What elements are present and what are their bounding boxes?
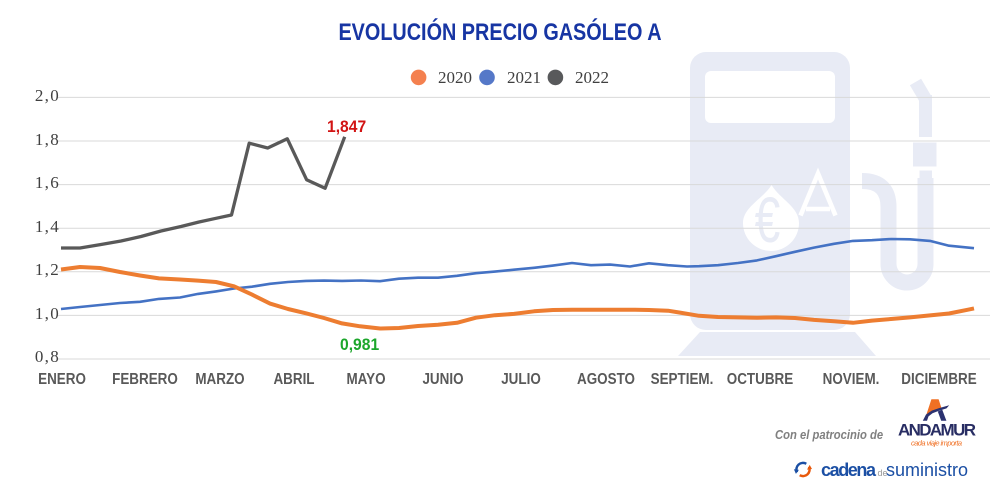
svg-text:suministro: suministro — [886, 460, 968, 480]
svg-text:€: € — [755, 185, 781, 256]
svg-text:de: de — [878, 468, 888, 478]
svg-text:ANDAMUR: ANDAMUR — [898, 421, 976, 440]
svg-text:cadena: cadena — [821, 460, 877, 480]
svg-text:cada viaje importa: cada viaje importa — [911, 439, 962, 448]
